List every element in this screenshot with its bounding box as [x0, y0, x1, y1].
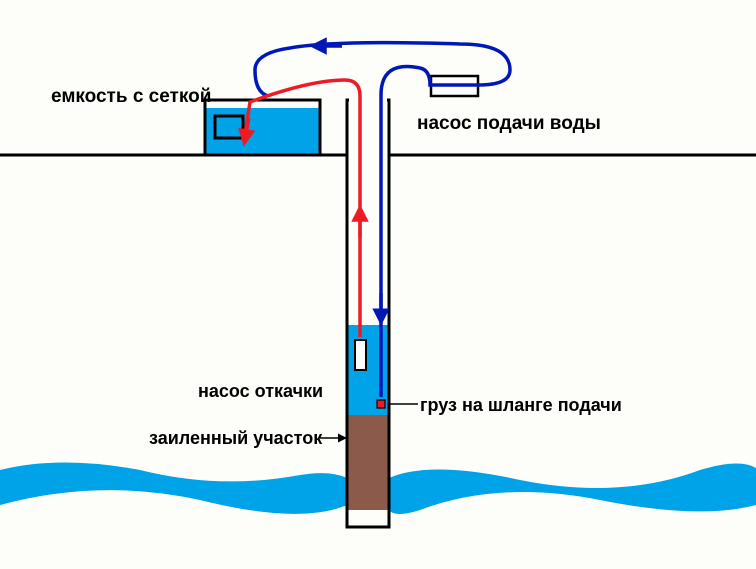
label-suction-pump: насос откачки — [198, 381, 323, 402]
label-silt: заиленный участок — [149, 428, 322, 449]
label-supply-pump: насос подачи воды — [417, 113, 601, 135]
well-silt — [347, 415, 389, 510]
diagram-stage: емкость с сеткой насос подачи воды насос… — [0, 0, 756, 569]
suction-pump — [355, 340, 366, 370]
label-tank: емкость с сеткой — [51, 86, 211, 108]
tank — [205, 100, 320, 155]
hose-weight — [377, 400, 385, 408]
label-weight: груз на шланге подачи — [420, 395, 622, 416]
